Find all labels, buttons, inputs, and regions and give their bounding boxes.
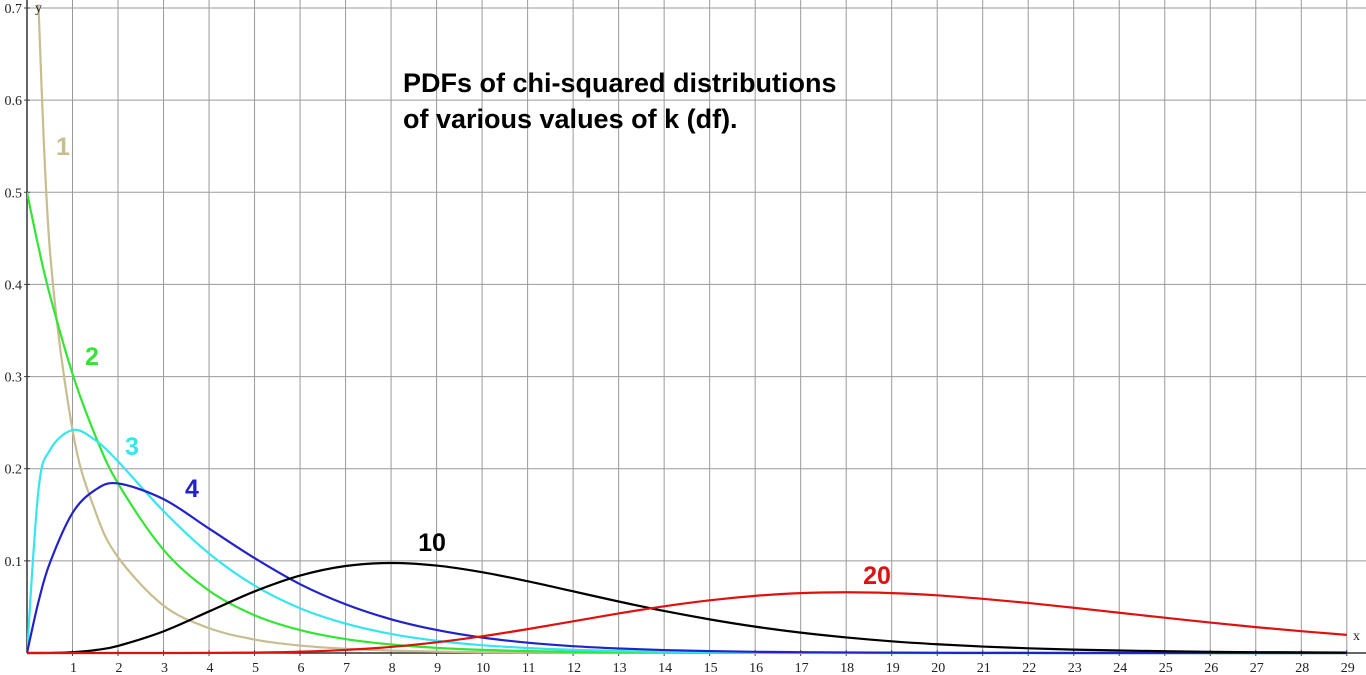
y-tick-label: 0.7: [5, 2, 23, 17]
series-label: 2: [85, 343, 99, 371]
series-label: 20: [863, 562, 891, 590]
x-tick-label: 25: [1159, 661, 1173, 675]
x-tick-label: 5: [252, 661, 259, 675]
x-tick-label: 28: [1295, 661, 1309, 675]
x-tick-label: 11: [522, 661, 535, 675]
x-tick-label: 15: [704, 661, 718, 675]
y-tick-label: 0.5: [5, 186, 23, 201]
x-tick-label: 16: [749, 661, 763, 675]
series-label: 10: [418, 529, 446, 557]
x-tick-label: 22: [1022, 661, 1036, 675]
x-tick-label: 21: [977, 661, 991, 675]
x-tick-label: 13: [613, 661, 627, 675]
series-label: 4: [185, 475, 199, 503]
x-tick-label: 8: [389, 661, 396, 675]
curve: [27, 428, 1347, 655]
x-tick-label: 6: [298, 661, 305, 675]
curve: [27, 561, 1347, 655]
series-label: 1: [56, 133, 70, 161]
y-tick-label: 0.3: [5, 371, 23, 386]
x-tick-label: 12: [567, 661, 581, 675]
y-tick-label: 0.6: [5, 94, 23, 109]
x-tick-label: 26: [1204, 661, 1218, 675]
plot: [27, 4, 1347, 655]
x-tick-label: 1: [70, 661, 77, 675]
x-tick-label: 24: [1113, 661, 1127, 675]
x-tick-label: 18: [840, 661, 854, 675]
x-tick-label: 7: [343, 661, 350, 675]
curve: [27, 192, 1347, 655]
y-axis-label: y: [35, 1, 42, 16]
y-tick-label: 0.4: [5, 278, 23, 293]
chart-title: PDFs of chi-squared distributions: [403, 68, 837, 98]
x-tick-label: 17: [795, 661, 809, 675]
series-label: 3: [125, 433, 139, 461]
x-tick-label: 9: [434, 661, 441, 675]
x-tick-label: 2: [116, 661, 123, 675]
x-tick-label: 19: [886, 661, 900, 675]
curve: [37, 4, 1347, 655]
y-tick-label: 0.2: [5, 463, 23, 478]
y-tick-label: 0.1: [5, 555, 23, 570]
x-tick-label: 14: [658, 661, 672, 675]
x-tick-label: 4: [207, 661, 214, 675]
x-axis-label: x: [1353, 629, 1360, 644]
x-tick-label: 3: [161, 661, 168, 675]
x-tick-label: 23: [1068, 661, 1082, 675]
chart-title: of various values of k (df).: [403, 104, 738, 134]
curve: [27, 591, 1347, 655]
grid: [24, 0, 1366, 656]
x-tick-label: 20: [931, 661, 945, 675]
curve: [27, 481, 1347, 655]
x-tick-label: 27: [1250, 661, 1264, 675]
x-tick-label: 10: [476, 661, 490, 675]
x-tick-label: 29: [1341, 661, 1355, 675]
